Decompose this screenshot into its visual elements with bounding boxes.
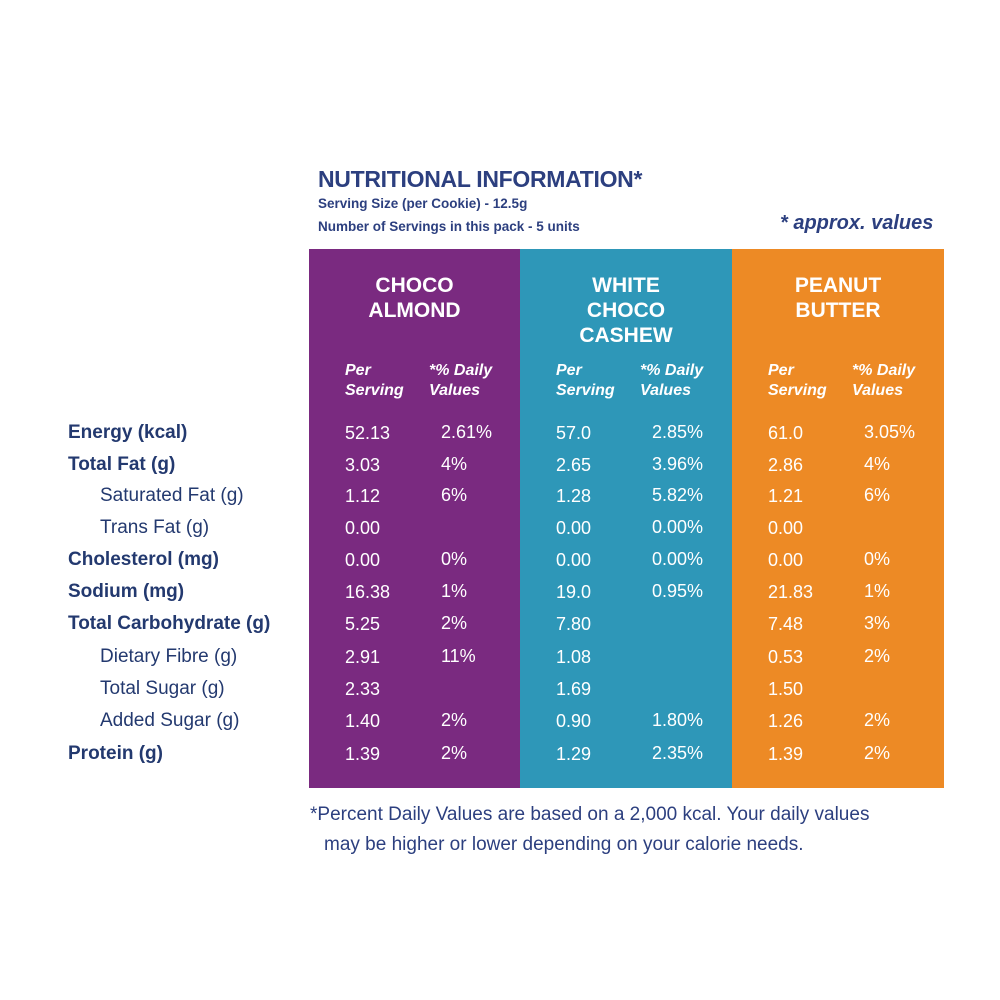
per-serving-value: 1.40 <box>345 711 381 731</box>
nutrient-label: Energy (kcal) <box>68 422 188 443</box>
per-serving-value: 2.86 <box>768 455 804 475</box>
daily-value: 2% <box>864 646 891 666</box>
daily-value: 0% <box>864 549 891 569</box>
per-serving-value: 21.83 <box>768 582 814 602</box>
daily-value: 2% <box>441 710 468 730</box>
per-serving-header: Per Serving <box>345 362 404 399</box>
nutrient-label: Dietary Fibre (g) <box>100 646 238 667</box>
per-serving-value: 0.00 <box>768 550 804 570</box>
daily-value: 11% <box>441 646 476 666</box>
nutrient-label: Total Carbohydrate (g) <box>68 613 271 634</box>
daily-value: 3% <box>864 613 891 633</box>
per-serving-value: 2.33 <box>345 679 381 699</box>
nutrient-label: Total Fat (g) <box>68 454 176 475</box>
per-serving-header: Per Serving <box>768 362 827 399</box>
daily-value: 0.00% <box>652 517 704 537</box>
per-serving-value: 16.38 <box>345 582 391 602</box>
daily-value: 0.00% <box>652 549 704 569</box>
per-serving-value: 2.65 <box>556 455 592 475</box>
per-serving-value: 0.00 <box>345 518 381 538</box>
daily-value: 2% <box>864 710 891 730</box>
approx-values-note: * approx. values <box>780 212 934 234</box>
daily-values-header: *% Daily Values <box>640 362 704 399</box>
per-serving-value: 1.29 <box>556 744 592 764</box>
product-column-white-choco-cashew: WHITE CHOCO CASHEW Per Serving *% Daily V… <box>520 249 732 788</box>
nutrient-label: Total Sugar (g) <box>100 678 225 699</box>
footnote-line-1: *Percent Daily Values are based on a 2,0… <box>310 804 870 825</box>
nutrient-label: Cholesterol (mg) <box>68 549 219 570</box>
nutrient-label: Added Sugar (g) <box>100 710 240 731</box>
per-serving-value: 1.28 <box>556 486 592 506</box>
product-name: CHOCO ALMOND <box>368 274 461 322</box>
daily-value: 2.61% <box>441 422 493 442</box>
daily-value: 2.85% <box>652 422 704 442</box>
per-serving-value: 1.39 <box>768 744 804 764</box>
daily-value: 2.35% <box>652 743 704 763</box>
per-serving-value: 0.00 <box>556 518 592 538</box>
per-serving-value: 1.26 <box>768 711 804 731</box>
nutrient-label: Trans Fat (g) <box>100 517 210 538</box>
daily-values-header: *% Daily Values <box>429 362 493 399</box>
daily-value: 1.80% <box>652 710 704 730</box>
nutrient-label: Saturated Fat (g) <box>100 485 244 506</box>
nutrient-label: Sodium (mg) <box>68 581 185 602</box>
per-serving-value: 0.53 <box>768 647 804 667</box>
per-serving-value: 57.0 <box>556 423 592 443</box>
product-column-peanut-butter: PEANUT BUTTER Per Serving *% Daily Values… <box>732 249 944 788</box>
per-serving-value: 7.48 <box>768 614 804 634</box>
per-serving-value: 1.39 <box>345 744 381 764</box>
per-serving-value: 2.91 <box>345 647 381 667</box>
per-serving-value: 19.0 <box>556 582 592 602</box>
daily-value: 2% <box>864 743 891 763</box>
footnote: *Percent Daily Values are based on a 2,0… <box>310 800 970 860</box>
per-serving-value: 3.03 <box>345 455 381 475</box>
per-serving-value: 61.0 <box>768 423 804 443</box>
nutrient-label: Protein (g) <box>68 743 163 764</box>
daily-values-header: *% Daily Values <box>852 362 916 399</box>
daily-value: 0.95% <box>652 581 704 601</box>
per-serving-value: 1.12 <box>345 486 381 506</box>
per-serving-value: 1.69 <box>556 679 592 699</box>
per-serving-value: 0.00 <box>768 518 804 538</box>
per-serving-value: 0.90 <box>556 711 592 731</box>
daily-value: 1% <box>441 581 468 601</box>
daily-value: 3.05% <box>864 422 916 442</box>
per-serving-value: 5.25 <box>345 614 381 634</box>
product-name: PEANUT BUTTER <box>794 274 882 322</box>
product-name: WHITE CHOCO CASHEW <box>579 274 673 347</box>
daily-value: 6% <box>441 485 468 505</box>
per-serving-value: 7.80 <box>556 614 592 634</box>
page-title: NUTRITIONAL INFORMATION* <box>318 166 643 192</box>
daily-value: 1% <box>864 581 891 601</box>
per-serving-value: 1.21 <box>768 486 804 506</box>
footnote-line-2: may be higher or lower depending on your… <box>324 834 804 855</box>
daily-value: 0% <box>441 549 468 569</box>
daily-value: 3.96% <box>652 454 704 474</box>
per-serving-value: 0.00 <box>556 550 592 570</box>
daily-value: 4% <box>864 454 891 474</box>
per-serving-value: 0.00 <box>345 550 381 570</box>
daily-value: 2% <box>441 613 468 633</box>
serving-size-text: Serving Size (per Cookie) - 12.5g <box>318 196 528 211</box>
per-serving-value: 1.50 <box>768 679 804 699</box>
daily-value: 5.82% <box>652 485 704 505</box>
per-serving-value: 52.13 <box>345 423 391 443</box>
per-serving-value: 1.08 <box>556 647 592 667</box>
daily-value: 2% <box>441 743 468 763</box>
daily-value: 4% <box>441 454 468 474</box>
daily-value: 6% <box>864 485 891 505</box>
per-serving-header: Per Serving <box>556 362 615 399</box>
product-column-choco-almond: CHOCO ALMOND Per Serving *% Daily Values 5… <box>309 249 520 788</box>
servings-count-text: Number of Servings in this pack - 5 unit… <box>318 219 580 234</box>
